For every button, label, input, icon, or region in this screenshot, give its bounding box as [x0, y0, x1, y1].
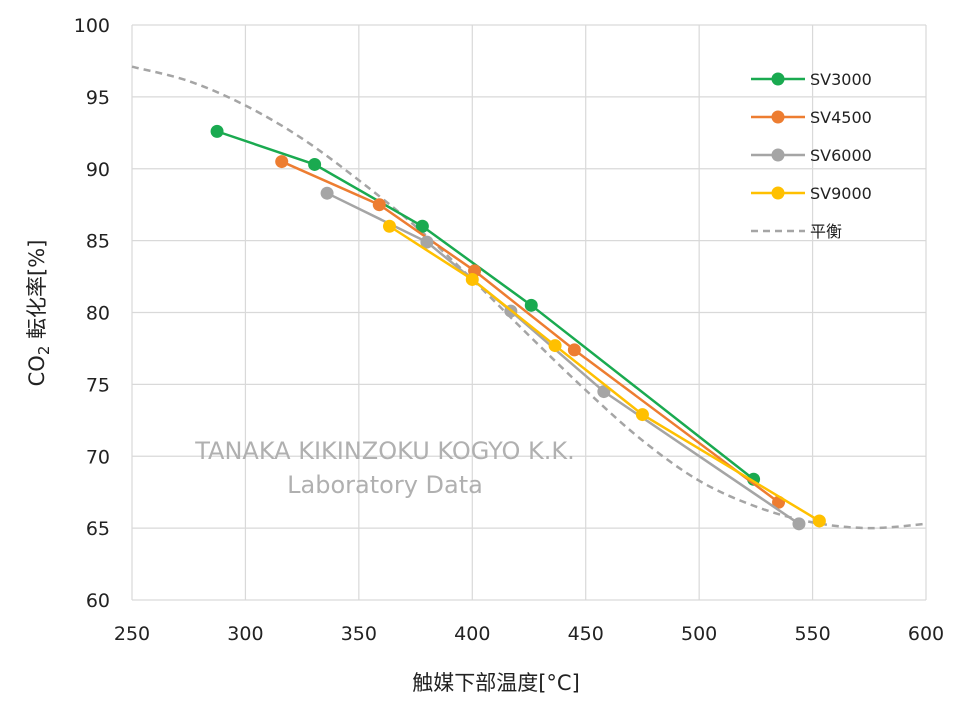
data-point-sv9000 — [635, 408, 649, 422]
y-tick-labels: 60 65 70 75 80 85 90 95 100 — [74, 15, 110, 612]
legend-item--: 平衡 — [751, 222, 842, 241]
data-point-sv3000 — [415, 219, 429, 233]
y-tick-label: 70 — [86, 446, 110, 468]
x-tick-label: 600 — [908, 623, 944, 645]
y-tick-label: 100 — [74, 15, 110, 37]
y-tick-label: 80 — [86, 303, 110, 325]
data-point-sv3000 — [210, 124, 224, 138]
y-tick-label: 75 — [86, 374, 110, 396]
legend-swatch-marker — [771, 72, 785, 86]
x-axis-title: 触媒下部温度[°C] — [412, 671, 580, 695]
x-tick-labels: 250 300 350 400 450 500 550 600 — [114, 623, 944, 645]
y-tick-label: 65 — [86, 518, 110, 540]
y-tick-label: 90 — [86, 159, 110, 181]
series-sv4500 — [275, 155, 786, 509]
x-tick-label: 250 — [114, 623, 150, 645]
legend-item-sv9000: SV9000 — [751, 184, 872, 203]
y-tick-label: 60 — [86, 590, 110, 612]
x-tick-label: 300 — [227, 623, 263, 645]
legend-label: SV6000 — [810, 146, 872, 165]
data-point-sv4500 — [567, 343, 581, 357]
y-axis-title-tail: 転化率[%] — [25, 240, 49, 346]
series-line-sv3000 — [216, 130, 755, 481]
data-point-sv6000 — [597, 385, 611, 399]
data-point-sv9000 — [465, 272, 479, 286]
data-point-sv4500 — [275, 155, 289, 169]
series-sv3000 — [210, 124, 761, 486]
watermark-line-1: TANAKA KIKINZOKU KOGYO K.K. — [194, 437, 574, 465]
y-tick-label: 95 — [86, 87, 110, 109]
y-axis-title-subscript: 2 — [35, 346, 53, 356]
x-tick-label: 450 — [568, 623, 604, 645]
data-point-sv4500 — [372, 198, 386, 212]
data-point-sv6000 — [420, 235, 434, 249]
legend-swatch-marker — [771, 110, 785, 124]
data-point-sv6000 — [320, 186, 334, 200]
legend-swatch-marker — [771, 186, 785, 200]
data-point-sv3000 — [524, 298, 538, 312]
y-axis-title-main: CO — [25, 355, 49, 386]
data-point-sv9000 — [382, 219, 396, 233]
x-tick-label: 550 — [794, 623, 830, 645]
y-tick-label: 85 — [86, 231, 110, 253]
legend-swatch-marker — [771, 148, 785, 162]
data-point-sv6000 — [792, 517, 806, 531]
x-tick-label: 350 — [341, 623, 377, 645]
legend-label: 平衡 — [810, 222, 842, 241]
y-axis-title: CO2 転化率[%] — [25, 240, 53, 387]
series-sv9000 — [382, 219, 826, 528]
data-point-sv3000 — [308, 157, 322, 171]
series-layer — [131, 65, 927, 531]
legend-label: SV3000 — [810, 70, 872, 89]
watermark-line-2: Laboratory Data — [287, 471, 483, 499]
x-tick-label: 400 — [454, 623, 490, 645]
watermark: TANAKA KIKINZOKU KOGYO K.K. Laboratory D… — [194, 437, 574, 499]
legend-item-sv6000: SV6000 — [751, 146, 872, 165]
x-tick-label: 500 — [681, 623, 717, 645]
legend-label: SV9000 — [810, 184, 872, 203]
legend: SV3000 SV4500 SV6000 SV9000 平衡 — [751, 70, 872, 241]
data-point-sv9000 — [548, 339, 562, 353]
legend-item-sv3000: SV3000 — [751, 70, 872, 89]
legend-item-sv4500: SV4500 — [751, 108, 872, 127]
data-point-sv9000 — [812, 514, 826, 528]
legend-label: SV4500 — [810, 108, 872, 127]
